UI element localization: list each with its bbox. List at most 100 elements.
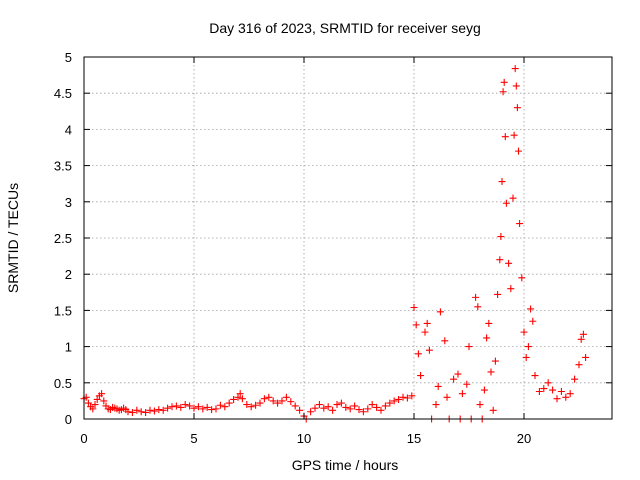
data-point: [399, 393, 407, 401]
data-point: [557, 387, 565, 395]
data-point: [91, 401, 99, 409]
y-tick-label: 4: [65, 122, 72, 137]
data-point: [575, 361, 583, 369]
data-point: [329, 406, 337, 414]
y-tick-label: 1.5: [54, 303, 72, 318]
x-tick-label: 10: [297, 431, 311, 446]
data-point: [566, 390, 574, 398]
data-point: [311, 404, 319, 412]
data-point: [497, 233, 505, 241]
data-point: [359, 408, 367, 416]
data-point: [364, 405, 372, 413]
data-point: [510, 131, 518, 139]
data-point: [516, 220, 524, 228]
data-point: [499, 88, 507, 96]
data-point: [450, 375, 458, 383]
data-point: [502, 199, 510, 207]
data-point: [307, 408, 315, 416]
data-point: [512, 82, 520, 90]
x-tick-label: 20: [517, 431, 531, 446]
y-axis-label: SRMTID / TECUs: [5, 183, 21, 293]
data-point: [172, 402, 180, 410]
data-point: [216, 401, 224, 409]
data-point: [527, 305, 535, 313]
x-axis-label: GPS time / hours: [292, 457, 399, 473]
data-point: [577, 335, 585, 343]
data-point: [423, 319, 431, 327]
data-point: [368, 401, 376, 409]
data-point: [518, 274, 526, 282]
data-point: [190, 404, 198, 412]
data-point: [333, 401, 341, 409]
data-point: [230, 395, 238, 403]
y-tick-label: 4.5: [54, 86, 72, 101]
data-point: [124, 408, 132, 416]
data-point: [221, 403, 229, 411]
data-point: [346, 405, 354, 413]
data-point: [562, 393, 570, 401]
data-point: [234, 393, 242, 401]
data-point: [89, 405, 97, 413]
data-point: [487, 368, 495, 376]
data-point: [491, 357, 499, 365]
data-point: [194, 403, 202, 411]
data-point: [535, 387, 543, 395]
data-point: [520, 328, 528, 336]
y-tick-label: 0.5: [54, 376, 72, 391]
y-tick-label: 2: [65, 267, 72, 282]
data-point: [505, 259, 513, 267]
data-point: [485, 319, 493, 327]
data-point: [386, 399, 394, 407]
data-point: [498, 178, 506, 186]
data-point: [507, 285, 515, 293]
data-points: [80, 65, 590, 423]
data-point: [511, 65, 519, 73]
data-point: [390, 397, 398, 405]
data-point: [181, 401, 189, 409]
data-point: [296, 406, 304, 414]
data-point: [84, 399, 92, 407]
data-point: [199, 405, 207, 413]
data-point: [500, 78, 508, 86]
y-tick-label: 2.5: [54, 231, 72, 246]
data-point: [529, 317, 537, 325]
data-point: [320, 404, 328, 412]
data-point: [265, 393, 273, 401]
data-point: [496, 256, 504, 264]
data-point: [553, 395, 561, 403]
data-point: [324, 403, 332, 411]
axis-ticks: [83, 56, 612, 420]
data-point: [337, 399, 345, 407]
data-point: [287, 398, 295, 406]
x-tick-label: 0: [80, 431, 87, 446]
data-point: [421, 328, 429, 336]
data-point: [531, 372, 539, 380]
data-point: [463, 380, 471, 388]
data-point: [476, 401, 484, 409]
data-point: [100, 397, 108, 405]
data-point: [137, 408, 145, 416]
data-point: [150, 407, 158, 415]
data-point: [489, 406, 497, 414]
data-point: [513, 104, 521, 112]
data-point: [203, 403, 211, 411]
data-point: [501, 133, 509, 141]
data-point: [412, 321, 420, 329]
data-point: [243, 401, 251, 409]
data-point: [186, 402, 194, 410]
data-point: [142, 408, 150, 416]
data-point: [571, 375, 579, 383]
data-point: [403, 394, 411, 402]
x-tick-label: 15: [407, 431, 421, 446]
data-point: [395, 395, 403, 403]
data-point: [247, 403, 255, 411]
data-point: [282, 393, 290, 401]
data-point: [208, 406, 216, 414]
data-point: [155, 406, 163, 414]
data-point: [443, 393, 451, 401]
data-point: [454, 370, 462, 378]
data-point: [549, 386, 557, 394]
data-point: [93, 395, 101, 403]
data-point: [274, 399, 282, 407]
